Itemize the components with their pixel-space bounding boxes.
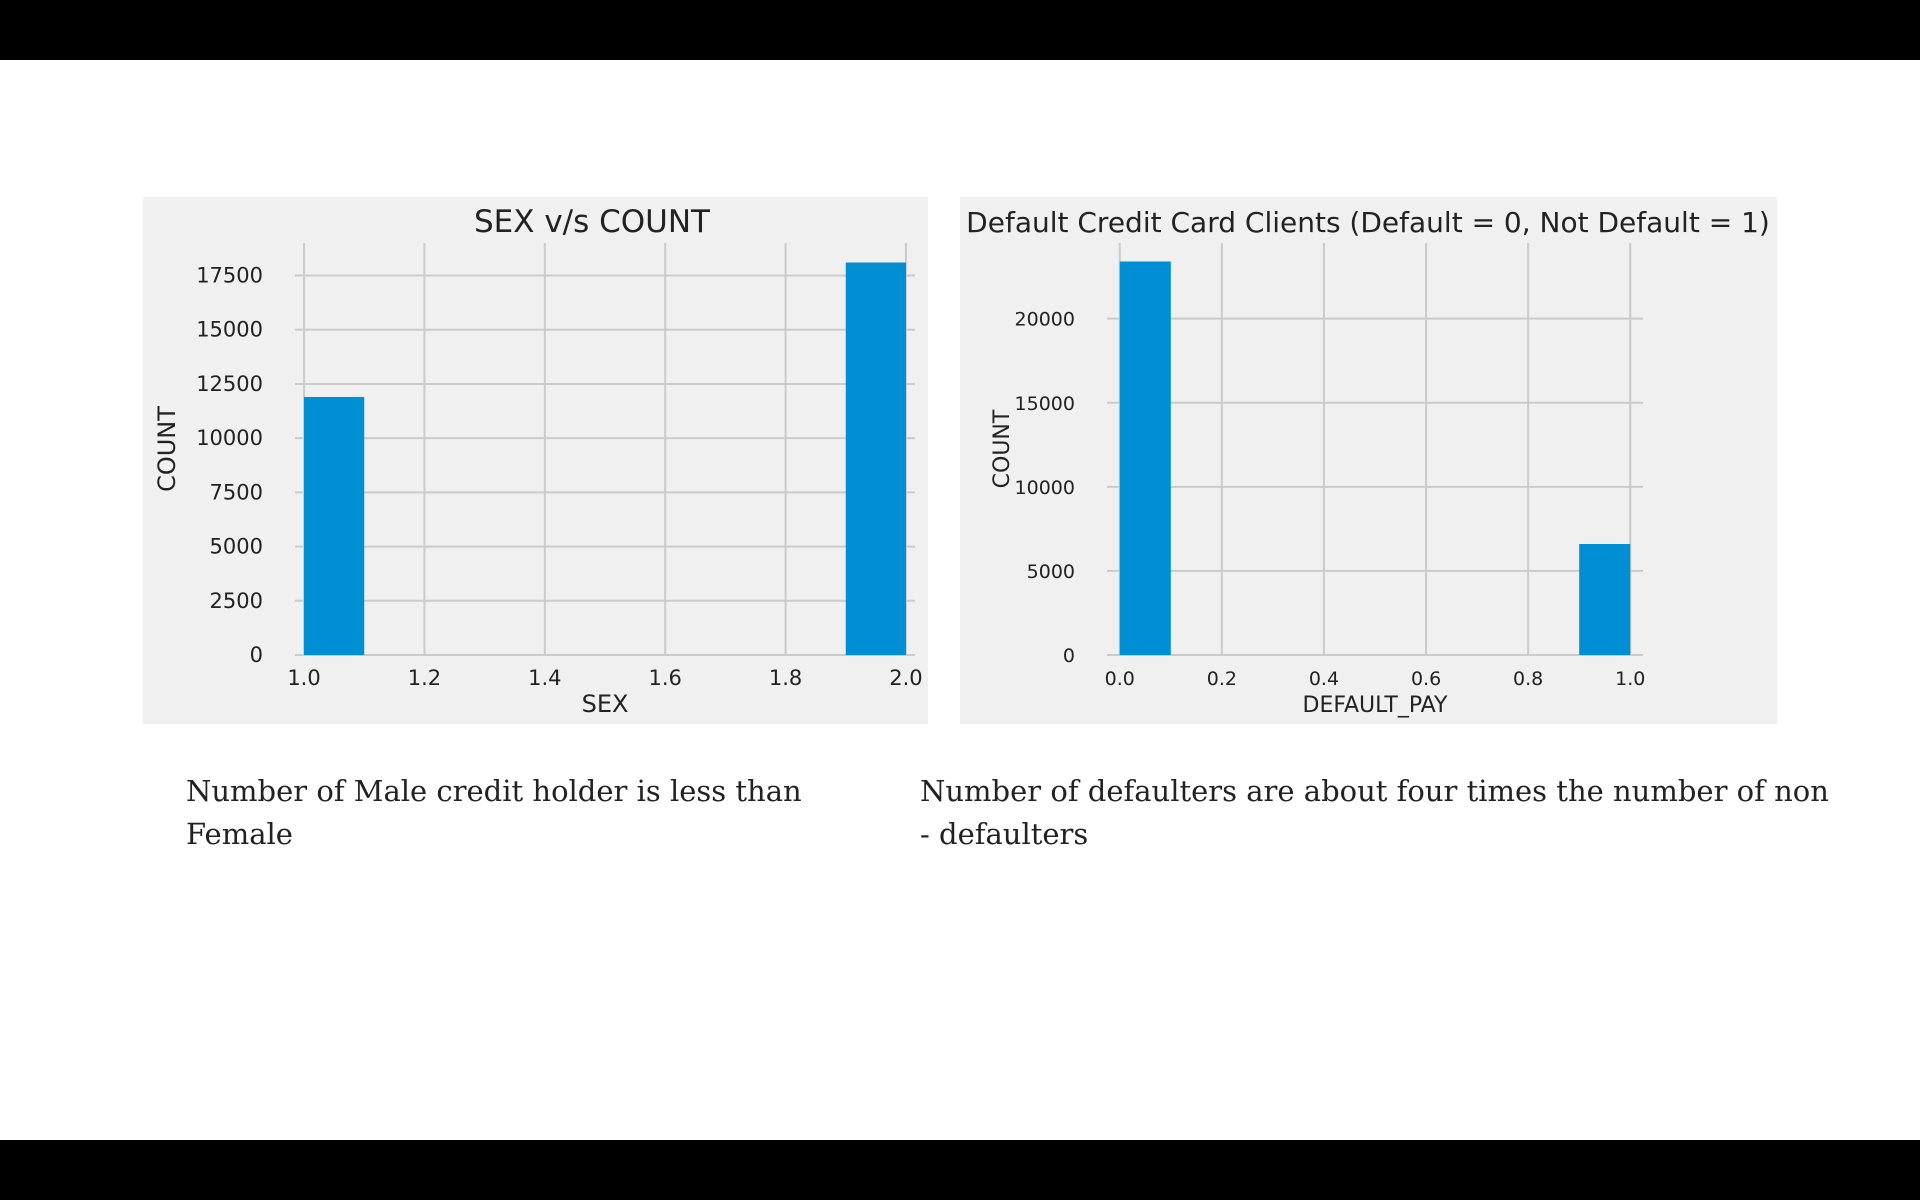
x-tick-label: 1.8: [769, 666, 802, 690]
x-tick-label: 0.8: [1513, 668, 1543, 690]
caption-default-summary: Number of defaulters are about four time…: [920, 774, 1829, 851]
y-tick-label: 17500: [196, 264, 263, 288]
caption-sex-summary: Number of Male credit holder is less tha…: [186, 774, 802, 851]
y-tick-label: 2500: [210, 589, 263, 613]
y-tick-label: 7500: [210, 480, 263, 504]
y-axis-label: COUNT: [990, 409, 1015, 488]
y-tick-label: 15000: [196, 318, 263, 342]
x-tick-label: 1.0: [287, 666, 320, 690]
plot-background: [960, 197, 1777, 724]
x-tick-label: 0.4: [1309, 668, 1339, 690]
x-tick-label: 1.2: [408, 666, 441, 690]
x-tick-label: 0.2: [1207, 668, 1237, 690]
y-tick-label: 15000: [1015, 393, 1075, 415]
y-tick-label: 5000: [1027, 561, 1075, 583]
x-tick-label: 2.0: [889, 666, 922, 690]
y-tick-label: 0: [1063, 645, 1075, 667]
histogram-bar: [304, 396, 365, 655]
histogram-bar: [845, 262, 906, 655]
x-axis-label: DEFAULT_PAY: [1303, 693, 1448, 718]
x-tick-label: 0.0: [1105, 668, 1135, 690]
default-pay-chart: 0.0 0.2 0.4 0.6 0.8 1.0 0 5000 10000 15000 20000 De…: [960, 197, 1777, 724]
y-tick-label: 10000: [196, 426, 263, 450]
chart-title: SEX v/s COUNT: [474, 204, 711, 240]
x-tick-label: 0.6: [1411, 668, 1441, 690]
x-axis-label: SEX: [582, 690, 629, 718]
y-tick-label: 10000: [1015, 477, 1075, 499]
chart-title: Default Credit Card Clients (Default = 0…: [966, 206, 1770, 239]
histogram-bar: [1119, 261, 1171, 655]
letterbox-top-bar: [0, 0, 1920, 60]
plot-background: [143, 197, 928, 724]
x-tick-label: 1.0: [1615, 668, 1645, 690]
letterbox-bottom-bar: [0, 1140, 1920, 1200]
y-tick-label: 20000: [1015, 309, 1075, 331]
x-tick-label: 1.6: [648, 666, 681, 690]
y-tick-label: 5000: [210, 535, 263, 559]
histogram-bar: [1579, 544, 1631, 655]
x-tick-label: 1.4: [528, 666, 561, 690]
y-tick-label: 0: [250, 643, 263, 667]
y-axis-label: COUNT: [153, 406, 181, 492]
y-tick-label: 12500: [196, 372, 263, 396]
sex-count-chart: 1.0 1.2 1.4 1.6 1.8 2.0 0 2500 5000 7500 10000 1250…: [143, 197, 928, 724]
